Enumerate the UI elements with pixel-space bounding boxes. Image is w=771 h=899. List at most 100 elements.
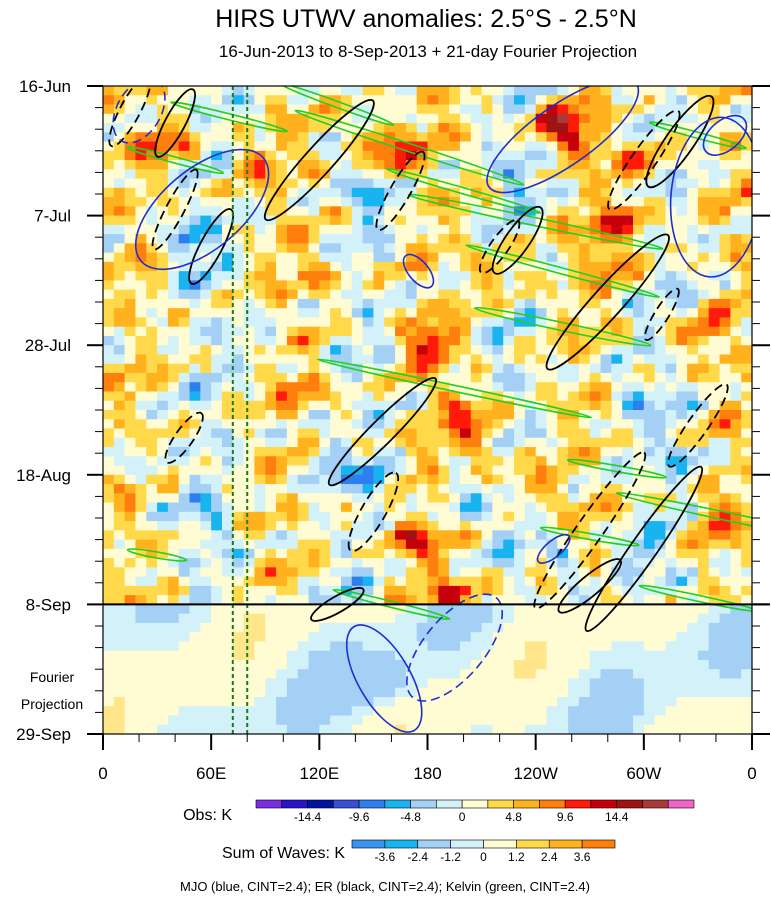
- heat-cell: [265, 428, 277, 439]
- heat-cell: [481, 474, 493, 485]
- heat-cell: [373, 474, 385, 485]
- heat-cell: [319, 604, 331, 615]
- heat-cell: [546, 382, 558, 393]
- heat-cell: [741, 104, 752, 115]
- heat-cell: [730, 187, 742, 198]
- heat-cell: [654, 419, 667, 430]
- heat-cell: [600, 391, 612, 402]
- heat-cell: [611, 252, 623, 263]
- heat-cell: [254, 363, 266, 374]
- heat-cell: [276, 382, 288, 393]
- heat-cell: [524, 604, 537, 615]
- heat-cell: [633, 261, 645, 272]
- heat-cell: [589, 521, 602, 531]
- heat-cell: [665, 345, 677, 356]
- heat-cell: [200, 456, 212, 467]
- heat-cell: [211, 493, 223, 504]
- heat-cell: [622, 641, 634, 652]
- heat-cell: [167, 539, 180, 550]
- heat-cell: [427, 326, 439, 337]
- heat-cell: [481, 548, 493, 559]
- heat-cell: [654, 86, 667, 96]
- heat-cell: [589, 576, 602, 587]
- heat-cell: [524, 187, 537, 198]
- heat-cell: [741, 465, 752, 476]
- heat-cell: [524, 548, 537, 559]
- heat-cell: [481, 428, 493, 439]
- heat-cell: [178, 484, 191, 494]
- heat-cell: [438, 456, 450, 467]
- heat-cell: [308, 641, 320, 652]
- heat-cell: [492, 354, 504, 365]
- heat-cell: [676, 178, 688, 189]
- heat-cell: [459, 632, 472, 643]
- heat-cell: [124, 678, 137, 689]
- heat-cell: [481, 234, 493, 244]
- heat-cell: [319, 428, 331, 439]
- heat-cell: [384, 224, 396, 235]
- heat-cell: [113, 474, 126, 485]
- heat-cell: [243, 298, 256, 309]
- heat-cell: [416, 224, 429, 235]
- heat-cell: [665, 86, 677, 96]
- heat-cell: [568, 650, 580, 661]
- heat-cell: [113, 391, 126, 402]
- heat-cell: [340, 419, 353, 430]
- heat-cell: [459, 261, 472, 272]
- heat-cell: [719, 345, 731, 356]
- heat-cell: [200, 104, 212, 115]
- heat-cell: [654, 669, 667, 680]
- heat-cell: [524, 706, 537, 717]
- heat-cell: [470, 585, 483, 596]
- heat-cell: [103, 169, 115, 180]
- heat-cell: [741, 706, 752, 717]
- heat-cell: [589, 345, 602, 356]
- heat-cell: [405, 604, 418, 615]
- heat-cell: [167, 317, 180, 328]
- heat-cell: [221, 206, 234, 217]
- heat-cell: [276, 502, 288, 513]
- heat-cell: [330, 548, 342, 559]
- heat-cell: [514, 345, 526, 356]
- heat-cell: [459, 484, 472, 494]
- heat-cell: [611, 243, 623, 254]
- heat-cell: [719, 123, 731, 133]
- heat-cell: [135, 252, 147, 263]
- heat-cell: [362, 160, 375, 170]
- heat-cell: [178, 308, 191, 319]
- heat-cell: [481, 687, 493, 698]
- heat-cell: [157, 724, 169, 734]
- heat-cell: [189, 113, 201, 124]
- heat-cell: [384, 530, 396, 541]
- heat-cell: [384, 493, 396, 504]
- heat-cell: [135, 558, 147, 568]
- heat-cell: [135, 391, 147, 402]
- heat-cell: [178, 622, 191, 633]
- heat-cell: [524, 484, 537, 494]
- heat-cell: [232, 400, 245, 411]
- heat-cell: [297, 687, 310, 698]
- heat-cell: [481, 197, 493, 207]
- heat-cell: [146, 447, 158, 457]
- heat-cell: [697, 317, 710, 328]
- heat-cell: [319, 715, 331, 726]
- heat-cell: [568, 539, 580, 550]
- heat-cell: [124, 372, 137, 383]
- heat-cell: [265, 234, 277, 244]
- heat-cell: [449, 567, 461, 578]
- heat-cell: [286, 271, 299, 281]
- heat-cell: [578, 465, 591, 476]
- heat-cell: [384, 391, 396, 402]
- heat-cell: [470, 280, 483, 291]
- heat-cell: [643, 567, 656, 578]
- heat-cell: [427, 539, 439, 550]
- heat-cell: [384, 261, 396, 272]
- heat-cell: [319, 234, 331, 244]
- heat-cell: [730, 502, 742, 513]
- heat-cell: [265, 354, 277, 365]
- heat-cell: [741, 604, 752, 615]
- heat-cell: [232, 622, 245, 633]
- heat-cell: [232, 104, 245, 115]
- heat-cell: [697, 585, 710, 596]
